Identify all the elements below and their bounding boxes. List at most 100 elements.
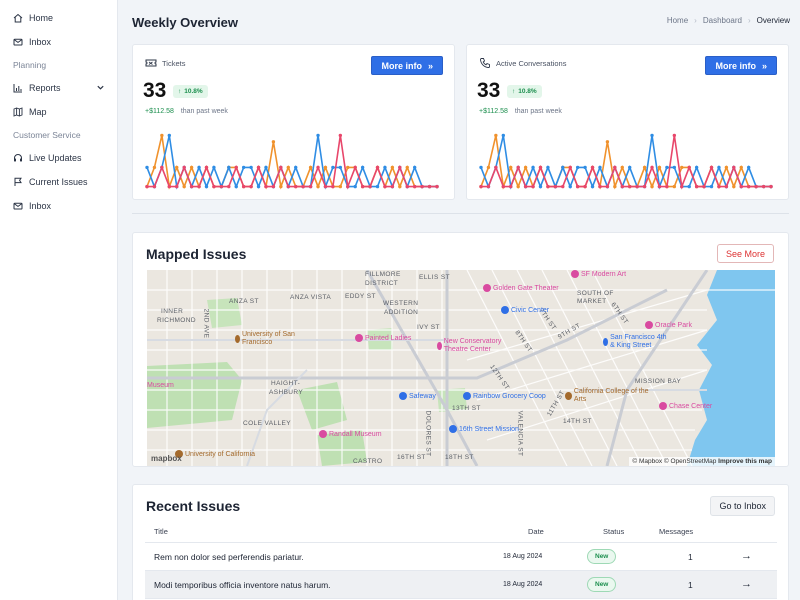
data-point	[724, 165, 729, 170]
data-point	[680, 165, 684, 170]
more-info-button[interactable]: More info »	[371, 56, 443, 75]
sidebar-item-home[interactable]: Home	[0, 6, 117, 30]
map-label: ANZA VISTA	[290, 294, 332, 301]
chevron-down-icon[interactable]	[96, 83, 105, 94]
sidebar-item-live-updates[interactable]: Live Updates	[0, 146, 117, 170]
data-point	[249, 165, 253, 170]
sidebar-item-inbox[interactable]: Inbox	[0, 30, 117, 54]
data-point	[628, 165, 632, 170]
poi-marker[interactable]: SF Modern Art	[571, 270, 626, 278]
data-point	[613, 184, 617, 189]
mapbox-logo[interactable]: mapbox	[151, 454, 182, 463]
poi-label: 16th Street Mission	[459, 425, 519, 433]
data-point	[568, 184, 572, 189]
poi-marker[interactable]: Oracle Park	[645, 321, 692, 329]
data-point	[390, 184, 395, 189]
poi-marker[interactable]: California College of the Arts	[565, 388, 650, 405]
data-point	[583, 184, 587, 189]
poi-marker[interactable]: New Conservatory Theatre Center	[437, 338, 507, 355]
data-point	[650, 184, 654, 189]
poi-marker[interactable]: Civic Center	[501, 306, 549, 314]
poi-marker[interactable]: 16th Street Mission	[449, 425, 519, 433]
data-point	[160, 165, 164, 170]
sidebar-item-reports[interactable]: Reports	[0, 76, 117, 100]
data-point	[568, 165, 572, 170]
data-point	[227, 165, 231, 170]
poi-label: University of California	[185, 450, 256, 458]
data-point	[227, 184, 231, 189]
map-label: IVY ST	[417, 324, 440, 331]
poi-marker[interactable]: San Francisco 4th & King Street	[603, 334, 673, 351]
map-view[interactable]: FILLMORE DISTRICT ELLIS ST ANZA ST ANZA …	[147, 270, 775, 466]
poi-marker[interactable]: Safeway	[399, 392, 436, 400]
data-point	[486, 184, 491, 189]
data-point	[264, 165, 268, 170]
table-row[interactable]: Modi temporibus officia inventore natus …	[145, 571, 777, 599]
issue-date: 18 Aug 2024	[503, 553, 543, 560]
arrow-up-icon: ↑	[512, 88, 516, 95]
data-point	[553, 184, 558, 189]
data-point	[694, 184, 699, 189]
data-point	[197, 184, 201, 189]
poi-marker[interactable]: Rainbow Grocery Coop	[463, 392, 546, 400]
badge-text: 10.8%	[518, 88, 537, 95]
data-point	[561, 184, 565, 189]
data-point	[546, 184, 550, 189]
poi-marker[interactable]: Chase Center	[659, 402, 712, 410]
breadcrumb: Home › Dashboard › Overview	[667, 16, 790, 25]
data-point	[732, 165, 736, 170]
arrow-right-icon[interactable]: →	[741, 578, 752, 590]
arrow-right-icon[interactable]: →	[741, 550, 752, 562]
poi-marker[interactable]: University of California	[175, 450, 255, 458]
data-point	[271, 140, 276, 144]
map-label: ANZA ST	[229, 298, 259, 305]
page-title: Weekly Overview	[132, 15, 238, 30]
see-more-button[interactable]: See More	[716, 244, 774, 263]
recent-issues-card: Recent Issues Go to Inbox Title Date Sta…	[132, 484, 789, 600]
chevron-right-icon: ›	[747, 16, 751, 25]
data-point	[331, 184, 335, 189]
breadcrumb-home[interactable]: Home	[666, 16, 689, 25]
data-point	[620, 165, 624, 170]
more-info-button[interactable]: More info »	[705, 56, 777, 75]
poi-marker[interactable]: University of San Francisco	[235, 331, 295, 348]
data-point	[271, 184, 276, 189]
table-row[interactable]: Rem non dolor sed perferendis pariatur. …	[145, 543, 777, 571]
data-point	[383, 184, 387, 189]
sidebar-item-inbox-2[interactable]: Inbox	[0, 194, 117, 218]
attribution-text[interactable]: © Mapbox © OpenStreetMap	[632, 458, 717, 465]
data-point	[687, 184, 691, 189]
stat-label: Active Conversations	[496, 58, 567, 68]
map-label: EDDY ST	[345, 293, 376, 300]
breadcrumb-dashboard[interactable]: Dashboard	[702, 16, 742, 25]
school-icon	[175, 450, 183, 458]
data-point	[509, 184, 513, 189]
data-point	[538, 184, 543, 189]
poi-marker[interactable]: Randall Museum	[319, 430, 382, 438]
sidebar-item-current-issues[interactable]: Current Issues	[0, 170, 117, 194]
map-label: ASHBURY	[269, 389, 304, 396]
data-point	[672, 165, 677, 170]
poi-marker[interactable]: Museum	[147, 382, 174, 389]
data-point	[598, 184, 602, 189]
map-label: DISTRICT	[365, 280, 399, 287]
column-header-messages: Messages	[659, 527, 694, 536]
sidebar-item-map[interactable]: Map	[0, 100, 117, 124]
go-to-inbox-button[interactable]: Go to Inbox	[710, 496, 775, 516]
poi-label: Safeway	[409, 392, 436, 400]
data-point	[754, 184, 758, 189]
double-chevron-right-icon: »	[427, 60, 433, 71]
poi-marker[interactable]: Golden Gate Theater	[483, 284, 559, 292]
data-point	[538, 165, 543, 170]
data-point	[405, 165, 409, 170]
data-point	[650, 165, 654, 170]
improve-map-link[interactable]: Improve this map	[718, 458, 772, 465]
data-point	[256, 184, 261, 189]
data-point	[390, 165, 395, 170]
train-icon	[603, 338, 609, 347]
map-label: WESTERN	[383, 300, 419, 307]
poi-marker[interactable]: Painted Ladies	[355, 334, 411, 342]
data-point	[412, 165, 417, 170]
data-point	[197, 165, 201, 170]
sidebar-section-customer-service: Customer Service	[13, 130, 81, 140]
